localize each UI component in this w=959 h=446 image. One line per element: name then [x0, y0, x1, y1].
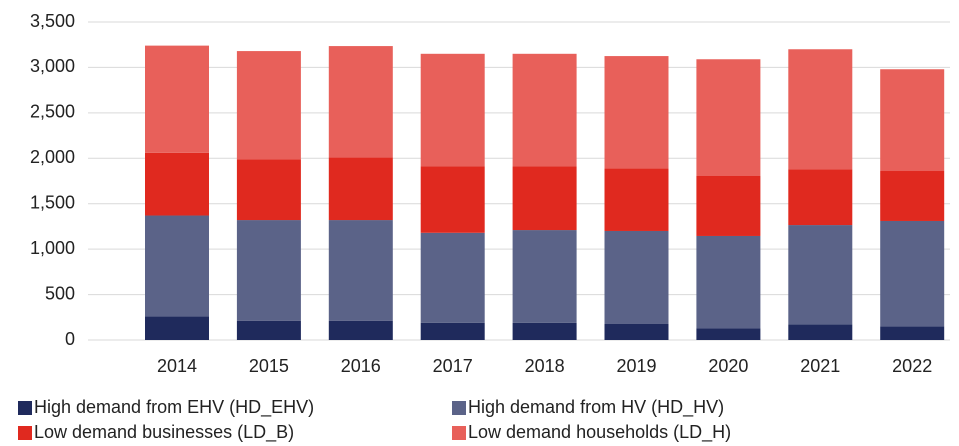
bar-segment — [145, 316, 209, 340]
legend-label: Low demand households (LD_H) — [468, 422, 731, 443]
y-tick-label: 3,000 — [30, 56, 75, 76]
bar-segment — [236, 51, 301, 160]
x-tick-label: 2020 — [708, 356, 748, 376]
bar-segment — [420, 166, 485, 233]
legend-swatch — [452, 426, 466, 440]
bar-segment — [604, 168, 669, 231]
bar-segment — [696, 59, 761, 177]
legend-swatch — [18, 401, 32, 415]
bar-segment — [328, 320, 393, 340]
bar-segment — [328, 220, 393, 321]
legend-label: High demand from HV (HD_HV) — [468, 397, 724, 418]
bar-segment — [236, 320, 301, 340]
legend-swatch — [452, 401, 466, 415]
bar-segment — [880, 171, 945, 221]
bar-segment — [512, 322, 577, 340]
x-tick-label: 2021 — [800, 356, 840, 376]
y-tick-label: 1,000 — [30, 238, 75, 258]
y-tick-label: 2,500 — [30, 102, 75, 122]
bar-segment — [512, 166, 577, 231]
x-tick-label: 2018 — [525, 356, 565, 376]
bar-segment — [880, 69, 945, 172]
x-tick-label: 2016 — [341, 356, 381, 376]
bar-segment — [420, 232, 485, 323]
bar-segment — [696, 328, 761, 340]
bar-segment — [145, 215, 209, 317]
bar-segment — [145, 152, 209, 216]
bar-segment — [788, 49, 853, 170]
y-tick-label: 0 — [65, 329, 75, 349]
y-tick-label: 1,500 — [30, 192, 75, 212]
legend-label: Low demand businesses (LD_B) — [34, 422, 294, 443]
bar-segment — [604, 56, 669, 169]
y-tick-label: 2,000 — [30, 147, 75, 167]
bar-segment — [420, 53, 485, 167]
bar-segment — [145, 45, 209, 153]
bar-segment — [788, 324, 853, 340]
y-tick-label: 500 — [45, 283, 75, 303]
y-tick-label: 3,500 — [30, 11, 75, 31]
x-tick-label: 2014 — [157, 356, 197, 376]
bar-segment — [604, 323, 669, 340]
legend-label: High demand from EHV (HD_EHV) — [34, 397, 314, 418]
x-tick-label: 2019 — [616, 356, 656, 376]
bar-segment — [328, 157, 393, 221]
bar-segment — [420, 322, 485, 340]
legend-swatch — [18, 426, 32, 440]
bar-segment — [604, 230, 669, 324]
bar-segment — [328, 46, 393, 158]
x-tick-label: 2022 — [892, 356, 932, 376]
bar-segment — [236, 159, 301, 221]
bar-segment — [696, 235, 761, 329]
bar-segment — [236, 220, 301, 321]
bar-segment — [880, 220, 945, 327]
bar-segment — [788, 169, 853, 226]
bar-segment — [788, 225, 853, 325]
bar-segment — [512, 230, 577, 323]
bar-segment — [512, 53, 577, 167]
x-tick-label: 2017 — [433, 356, 473, 376]
bar-segment — [696, 176, 761, 236]
x-tick-label: 2015 — [249, 356, 289, 376]
bar-segment — [880, 326, 945, 340]
